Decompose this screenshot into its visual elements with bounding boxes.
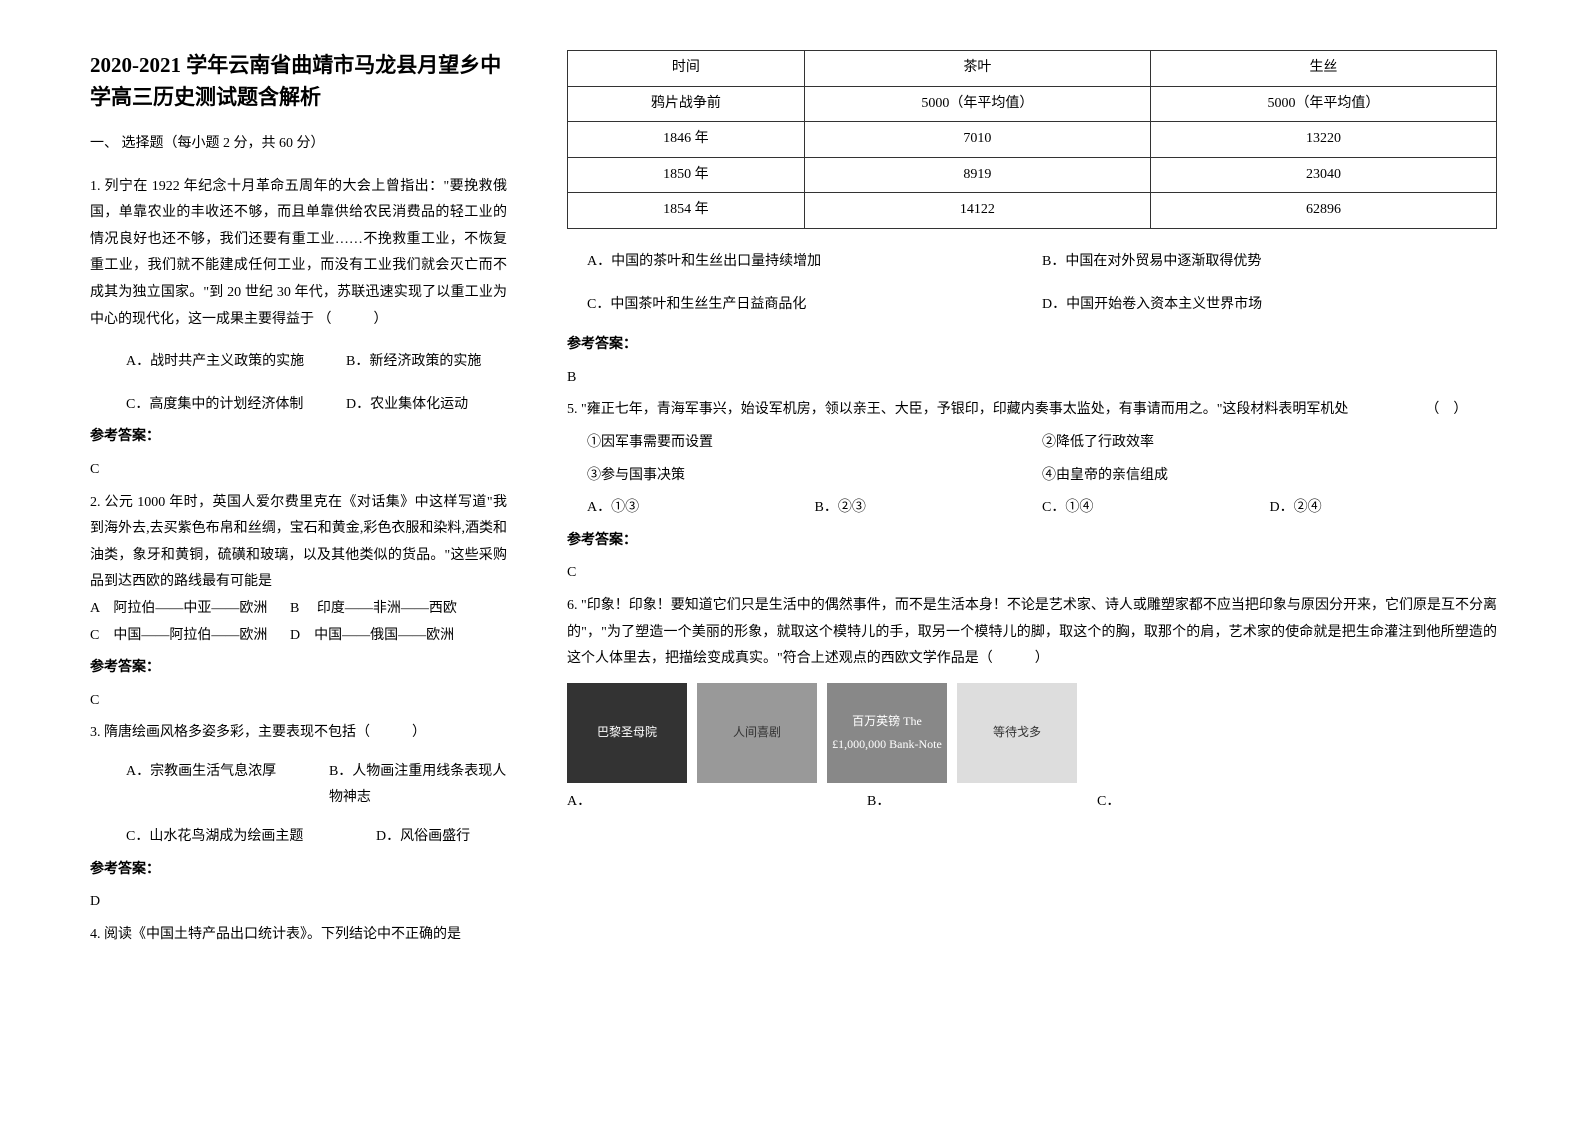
q1-answer: C [90,457,507,484]
q6-text: 6. "印象！印象！要知道它们只是生活中的偶然事件，而不是生活本身！不论是艺术家… [567,593,1497,673]
document-title: 2020-2021 学年云南省曲靖市马龙县月望乡中学高三历史测试题含解析 [90,50,507,113]
q5-text: 5. "雍正七年，青海军事兴，始设军机房，领以亲王、大臣，予银印，印藏内奏事太监… [567,397,1497,424]
question-3: 3. 隋唐绘画风格多姿多彩，主要表现不包括（ ） A．宗教画生活气息浓厚 B．人… [90,720,507,916]
q4-opt-c: C．中国茶叶和生丝生产日益商品化 [587,292,1042,319]
q4-opt-a: A．中国的茶叶和生丝出口量持续增加 [587,249,1042,276]
q5-s2: ②降低了行政效率 [1042,430,1497,457]
q1-answer-head: 参考答案： [90,424,507,451]
q1-options: A．战时共产主义政策的实施 B．新经济政策的实施 C．高度集中的计划经济体制 D… [90,349,507,418]
q1-opt-c: C．高度集中的计划经济体制 [126,392,346,419]
q3-opt-c: C．山水花鸟湖成为绘画主题 [126,824,376,851]
cell: 1854 年 [568,193,805,229]
q5-opt-d: D．②④ [1270,495,1498,522]
q5-opt-b: B．②③ [815,495,1043,522]
cell: 5000（年平均值） [804,86,1150,122]
q6-labels: A． B． C． [567,789,1497,816]
q2-options: A 阿拉伯——中亚——欧洲 B 印度——非洲——西欧 C 中国——阿拉伯——欧洲… [90,596,507,649]
q1-opt-a: A．战时共产主义政策的实施 [126,349,346,376]
q4-options: A．中国的茶叶和生丝出口量持续增加 B．中国在对外贸易中逐渐取得优势 C．中国茶… [567,249,1497,318]
q5-statements: ①因军事需要而设置 ②降低了行政效率 ③参与国事决策 ④由皇帝的亲信组成 [567,430,1497,489]
question-2: 2. 公元 1000 年时，英国人爱尔费里克在《对话集》中这样写道"我到海外去,… [90,490,507,715]
q3-opt-d: D．风俗画盛行 [376,824,470,851]
cell: 鸦片战争前 [568,86,805,122]
cell: 8919 [804,157,1150,193]
book-cover-3: 百万英镑 The £1,000,000 Bank-Note [827,683,947,783]
q5-answer: C [567,560,1497,587]
q4-answer: B [567,365,1497,392]
q5-options: A．①③ B．②③ C．①④ D．②④ [567,495,1497,522]
q3-opt-a: A．宗教画生活气息浓厚 [126,759,329,812]
left-column: 2020-2021 学年云南省曲靖市马龙县月望乡中学高三历史测试题含解析 一、 … [90,50,507,954]
question-4-intro: 4. 阅读《中国土特产品出口统计表》。下列结论中不正确的是 [90,922,507,949]
q5-s4: ④由皇帝的亲信组成 [1042,463,1497,490]
q5-answer-head: 参考答案： [567,528,1497,555]
q1-opt-b: B．新经济政策的实施 [346,349,481,376]
q5-s3: ③参与国事决策 [587,463,1042,490]
export-table: 时间 茶叶 生丝 鸦片战争前 5000（年平均值） 5000（年平均值） 184… [567,50,1497,229]
th-silk: 生丝 [1150,51,1496,87]
q1-opt-d: D．农业集体化运动 [346,392,468,419]
cell: 1850 年 [568,157,805,193]
table-row: 鸦片战争前 5000（年平均值） 5000（年平均值） [568,86,1497,122]
book-cover-4: 等待戈多 [957,683,1077,783]
book-cover-1: 巴黎圣母院 [567,683,687,783]
table-row: 1850 年 8919 23040 [568,157,1497,193]
q2-answer-head: 参考答案： [90,655,507,682]
q2-opt-c: C 中国——阿拉伯——欧洲 [90,623,290,650]
th-tea: 茶叶 [804,51,1150,87]
table-row: 1854 年 14122 62896 [568,193,1497,229]
q4-opt-b: B．中国在对外贸易中逐渐取得优势 [1042,249,1497,276]
q3-answer-head: 参考答案： [90,857,507,884]
question-5: 5. "雍正七年，青海军事兴，始设军机房，领以亲王、大臣，予银印，印藏内奏事太监… [567,397,1497,587]
q3-opt-b: B．人物画注重用线条表现人物神志 [329,759,507,812]
q6-label-a: A． [567,789,867,816]
section-heading: 一、 选择题（每小题 2 分，共 60 分） [90,131,507,158]
table-header-row: 时间 茶叶 生丝 [568,51,1497,87]
book-covers: 巴黎圣母院 人间喜剧 百万英镑 The £1,000,000 Bank-Note… [567,683,1497,783]
q4-opt-d: D．中国开始卷入资本主义世界市场 [1042,292,1497,319]
q6-label-c: C． [1097,789,1497,816]
q2-answer: C [90,688,507,715]
cell: 5000（年平均值） [1150,86,1496,122]
q3-options: A．宗教画生活气息浓厚 B．人物画注重用线条表现人物神志 C．山水花鸟湖成为绘画… [90,759,507,851]
q3-text: 3. 隋唐绘画风格多姿多彩，主要表现不包括（ ） [90,720,507,747]
q4-text: 4. 阅读《中国土特产品出口统计表》。下列结论中不正确的是 [90,922,507,949]
table-row: 1846 年 7010 13220 [568,122,1497,158]
q5-opt-c: C．①④ [1042,495,1270,522]
q1-text: 1. 列宁在 1922 年纪念十月革命五周年的大会上曾指出："要挽救俄国，单靠农… [90,174,507,334]
q2-opt-d: D 中国——俄国——欧洲 [290,623,454,650]
book-cover-2: 人间喜剧 [697,683,817,783]
q2-text: 2. 公元 1000 年时，英国人爱尔费里克在《对话集》中这样写道"我到海外去,… [90,490,507,596]
q5-s1: ①因军事需要而设置 [587,430,1042,457]
cell: 13220 [1150,122,1496,158]
q2-opt-a: A 阿拉伯——中亚——欧洲 [90,596,290,623]
th-time: 时间 [568,51,805,87]
q4-answer-head: 参考答案： [567,332,1497,359]
cell: 14122 [804,193,1150,229]
q3-answer: D [90,889,507,916]
q5-opt-a: A．①③ [587,495,815,522]
cell: 1846 年 [568,122,805,158]
cell: 62896 [1150,193,1496,229]
right-column: 时间 茶叶 生丝 鸦片战争前 5000（年平均值） 5000（年平均值） 184… [567,50,1497,954]
cell: 7010 [804,122,1150,158]
q2-opt-b: B 印度——非洲——西欧 [290,596,457,623]
cell: 23040 [1150,157,1496,193]
question-6: 6. "印象！印象！要知道它们只是生活中的偶然事件，而不是生活本身！不论是艺术家… [567,593,1497,815]
question-1: 1. 列宁在 1922 年纪念十月革命五周年的大会上曾指出："要挽救俄国，单靠农… [90,174,507,484]
q6-label-b: B． [867,789,1097,816]
